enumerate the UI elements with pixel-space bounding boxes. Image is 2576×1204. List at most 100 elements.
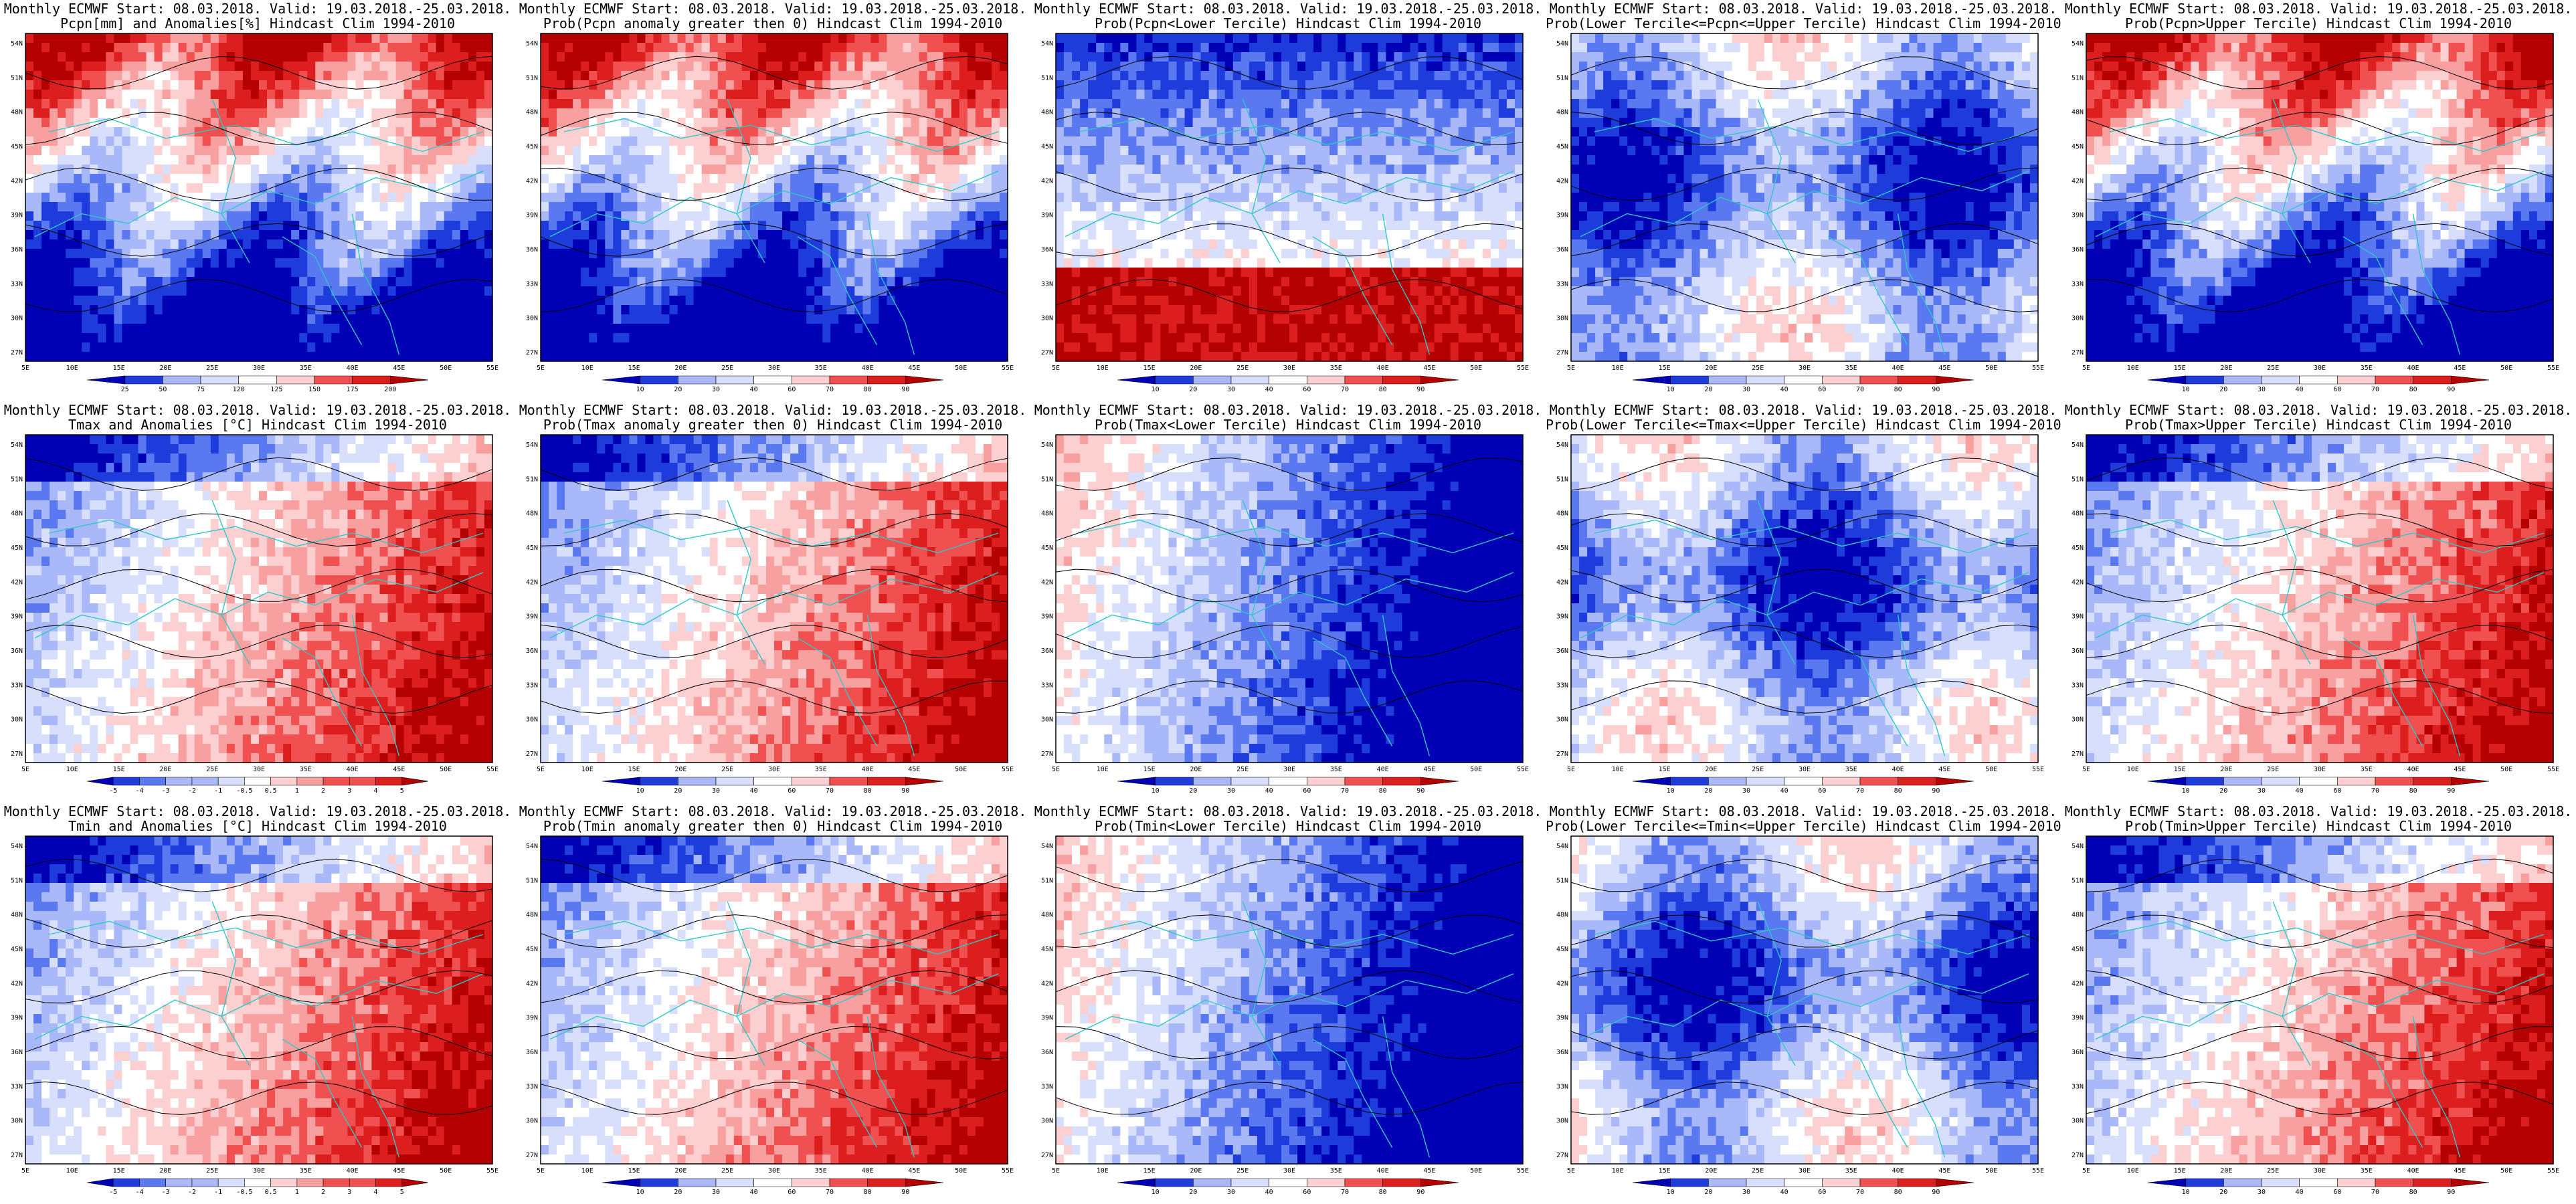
- heat-cell: [975, 277, 984, 287]
- heat-cell: [411, 211, 421, 221]
- heat-cell: [186, 52, 195, 62]
- heat-cell: [82, 80, 90, 90]
- heat-cell: [765, 305, 775, 315]
- heat-cell: [943, 342, 952, 353]
- heat-cell: [597, 230, 606, 240]
- heat-cell: [757, 43, 767, 53]
- heat-cell: [774, 296, 783, 306]
- heat-cell: [975, 127, 984, 137]
- heat-cell: [460, 90, 469, 100]
- heat-cell: [283, 230, 292, 240]
- heat-cell: [637, 314, 646, 324]
- heat-cell: [879, 305, 888, 315]
- heat-cell: [315, 43, 324, 53]
- heat-cell: [919, 352, 928, 362]
- heat-cell: [1056, 71, 1065, 81]
- heat-cell: [991, 118, 1000, 128]
- heat-cell: [1402, 71, 1411, 81]
- heat-cell: [178, 221, 187, 231]
- heat-cell: [589, 258, 597, 268]
- heat-cell: [661, 239, 670, 249]
- coastline: [797, 236, 878, 345]
- heat-cell: [58, 324, 66, 334]
- heat-cell: [1232, 108, 1242, 118]
- heat-cell: [355, 352, 365, 362]
- heat-cell: [798, 174, 807, 184]
- heat-cell: [613, 296, 622, 306]
- heat-cell: [66, 333, 74, 343]
- heat-cell: [226, 314, 236, 324]
- heat-cell: [701, 277, 711, 287]
- heat-cell: [613, 174, 622, 184]
- heat-cell: [170, 211, 179, 221]
- heat-cell: [911, 99, 920, 109]
- heat-cell: [806, 296, 815, 306]
- heat-cell: [653, 165, 662, 175]
- heat-cell: [919, 230, 928, 240]
- heat-cell: [234, 352, 244, 362]
- heat-cell: [733, 268, 743, 278]
- heat-cell: [202, 249, 211, 259]
- heat-cell: [1144, 33, 1154, 43]
- heat-cell: [645, 314, 654, 324]
- heat-cell: [999, 33, 1008, 43]
- heat-cell: [903, 211, 912, 221]
- heat-cell: [717, 52, 727, 62]
- heat-cell: [645, 296, 654, 306]
- heat-cell: [194, 249, 203, 259]
- heat-cell: [66, 277, 74, 287]
- heat-cell: [1136, 52, 1145, 62]
- heat-cell: [444, 324, 453, 334]
- heat-cell: [741, 90, 751, 100]
- heat-cell: [98, 155, 106, 165]
- heat-cell: [854, 43, 863, 53]
- heat-cell: [573, 183, 581, 193]
- heat-cell: [202, 155, 211, 165]
- heat-cell: [774, 342, 783, 353]
- heat-cell: [733, 333, 743, 343]
- heat-cell: [701, 90, 711, 100]
- heat-cell: [170, 268, 179, 278]
- heat-cell: [130, 342, 139, 353]
- heat-cell: [291, 333, 300, 343]
- heat-cell: [50, 52, 58, 62]
- heat-cell: [484, 71, 493, 81]
- heat-cell: [1490, 71, 1499, 81]
- heat-cell: [653, 314, 662, 324]
- heat-cell: [315, 52, 324, 62]
- heat-cell: [202, 211, 211, 221]
- heat-cell: [371, 305, 381, 315]
- heat-cell: [66, 136, 74, 146]
- heat-cell: [1152, 33, 1162, 43]
- heat-cell: [331, 333, 340, 343]
- heat-cell: [814, 305, 823, 315]
- heat-cell: [806, 324, 815, 334]
- heat-cell: [983, 99, 992, 109]
- heat-cell: [387, 33, 397, 43]
- heat-cell: [1120, 71, 1129, 81]
- heat-cell: [1176, 136, 1186, 146]
- heat-cell: [541, 305, 549, 315]
- heat-cell: [411, 174, 421, 184]
- heat-cell: [661, 183, 670, 193]
- heat-cell: [749, 155, 759, 165]
- heat-cell: [935, 249, 944, 259]
- heat-cell: [701, 118, 711, 128]
- heat-cell: [790, 314, 799, 324]
- heat-cell: [541, 43, 549, 53]
- heat-cell: [218, 296, 227, 306]
- heat-cell: [82, 268, 90, 278]
- heat-cell: [323, 80, 332, 90]
- heat-cell: [757, 352, 767, 362]
- heat-cell: [790, 324, 799, 334]
- heat-cell: [733, 146, 743, 156]
- heat-cell: [210, 202, 219, 212]
- heat-cell: [299, 230, 308, 240]
- heat-cell: [1321, 43, 1330, 53]
- heat-cell: [790, 136, 799, 146]
- heat-cell: [629, 324, 638, 334]
- heat-cell: [250, 333, 260, 343]
- heat-cell: [50, 33, 58, 43]
- heat-cell: [573, 136, 581, 146]
- heat-cell: [725, 202, 735, 212]
